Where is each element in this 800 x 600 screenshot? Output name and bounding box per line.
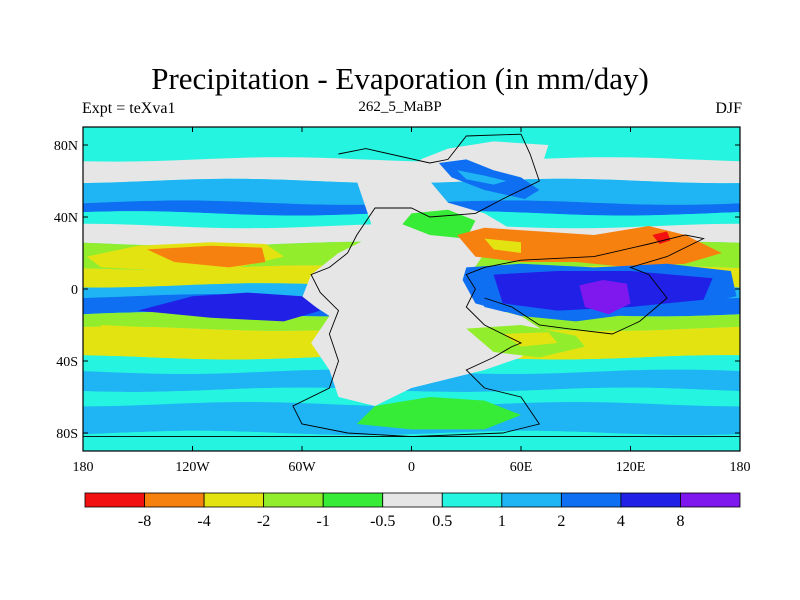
colorbar-swatch bbox=[441, 492, 503, 508]
colorbar-swatch bbox=[84, 492, 145, 508]
colorbar-swatch bbox=[144, 492, 205, 508]
tethys-core bbox=[579, 280, 631, 315]
colorbar-label: 4 bbox=[617, 513, 625, 530]
y-tick-label: 40N bbox=[54, 211, 78, 226]
colorbar-swatch bbox=[560, 492, 622, 508]
colorbar-swatch bbox=[382, 492, 443, 508]
northern-pangea bbox=[411, 141, 549, 185]
x-tick-label: 180 bbox=[73, 460, 94, 475]
colorbar-swatch bbox=[203, 492, 265, 508]
colorbar-label: 1 bbox=[498, 513, 506, 530]
tethys-dry-north-inner bbox=[484, 238, 521, 253]
zonal-band bbox=[83, 387, 740, 407]
colorbar-label: -2 bbox=[257, 513, 270, 530]
y-tick-label: 0 bbox=[71, 283, 78, 298]
map-axes: 180 120W 60W 0 60E 120E 180 80N 40N 0 40S 80S bbox=[54, 127, 751, 475]
y-tick-label: 40S bbox=[56, 355, 78, 370]
colorbar-label: 8 bbox=[676, 513, 684, 530]
colorbar-label: 2 bbox=[557, 513, 565, 530]
colorbar-label: -4 bbox=[197, 513, 210, 530]
colorbar-swatch bbox=[501, 492, 562, 508]
colorbar-swatch bbox=[680, 492, 741, 508]
panthalassa-very-dry-north bbox=[146, 245, 266, 268]
colorbar-swatch bbox=[322, 492, 384, 508]
map-field bbox=[83, 127, 740, 451]
colorbar-label: 0.5 bbox=[432, 513, 452, 530]
season-label: DJF bbox=[715, 100, 742, 117]
colorbar-swatch bbox=[263, 492, 324, 508]
zonal-band bbox=[83, 157, 740, 184]
coastline bbox=[292, 133, 705, 438]
west-pangea-wet bbox=[137, 292, 321, 322]
colorbar-label: -8 bbox=[138, 513, 151, 530]
colorbar-label: -0.5 bbox=[370, 513, 395, 530]
pangea-green-patch-south bbox=[356, 397, 521, 430]
y-tick-label: 80N bbox=[54, 139, 78, 154]
pangea-green-patch-north bbox=[402, 209, 476, 239]
x-tick-label: 60E bbox=[510, 460, 533, 475]
tethys-extreme-dry bbox=[652, 231, 671, 244]
zonal-band bbox=[83, 430, 740, 451]
chart-title: Precipitation - Evaporation (in mm/day) bbox=[151, 61, 649, 96]
tethys-dry-south-inner bbox=[502, 332, 558, 347]
colorbar: -8 -4 -2 -1 -0.5 0.5 1 2 4 8 bbox=[84, 492, 741, 530]
colorbar-swatch bbox=[620, 492, 681, 508]
x-tick-label: 120W bbox=[175, 460, 210, 475]
x-tick-label: 60W bbox=[288, 460, 316, 475]
colorbar-label: -1 bbox=[317, 513, 330, 530]
y-tick-label: 80S bbox=[56, 427, 78, 442]
northern-pangea-wet-inner bbox=[457, 170, 507, 185]
zonal-band bbox=[83, 127, 740, 162]
x-tick-label: 0 bbox=[408, 460, 415, 475]
period-label: 262_5_MaBP bbox=[358, 99, 442, 115]
x-tick-label: 180 bbox=[730, 460, 751, 475]
panthalassa-dry-south bbox=[101, 325, 284, 354]
x-tick-label: 120E bbox=[616, 460, 646, 475]
experiment-label: Expt = teXva1 bbox=[82, 100, 176, 117]
paleo-coastline bbox=[83, 133, 740, 438]
